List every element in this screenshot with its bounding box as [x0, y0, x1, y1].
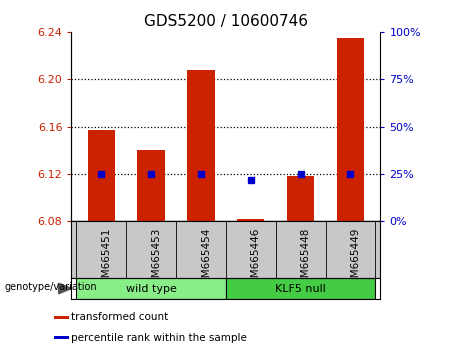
Bar	[137, 150, 165, 221]
Text: genotype/variation: genotype/variation	[5, 282, 97, 292]
Bar	[88, 130, 115, 221]
Bar	[337, 38, 364, 221]
Title: GDS5200 / 10600746: GDS5200 / 10600746	[144, 14, 308, 29]
Bar	[226, 278, 375, 299]
Text: GSM665446: GSM665446	[251, 228, 261, 291]
Text: GSM665451: GSM665451	[101, 228, 112, 291]
Text: KLF5 null: KLF5 null	[275, 284, 326, 293]
Bar	[54, 316, 69, 319]
Text: GSM665449: GSM665449	[350, 228, 361, 291]
Bar	[287, 176, 314, 221]
Text: percentile rank within the sample: percentile rank within the sample	[71, 332, 247, 343]
Text: GSM665453: GSM665453	[151, 228, 161, 291]
Bar	[77, 278, 226, 299]
Bar	[237, 219, 265, 221]
Text: GSM665448: GSM665448	[301, 228, 311, 291]
Bar	[54, 336, 69, 339]
Text: transformed count: transformed count	[71, 312, 168, 322]
Text: GSM665454: GSM665454	[201, 228, 211, 291]
Polygon shape	[59, 283, 71, 294]
Text: wild type: wild type	[126, 284, 177, 293]
Bar	[187, 70, 215, 221]
